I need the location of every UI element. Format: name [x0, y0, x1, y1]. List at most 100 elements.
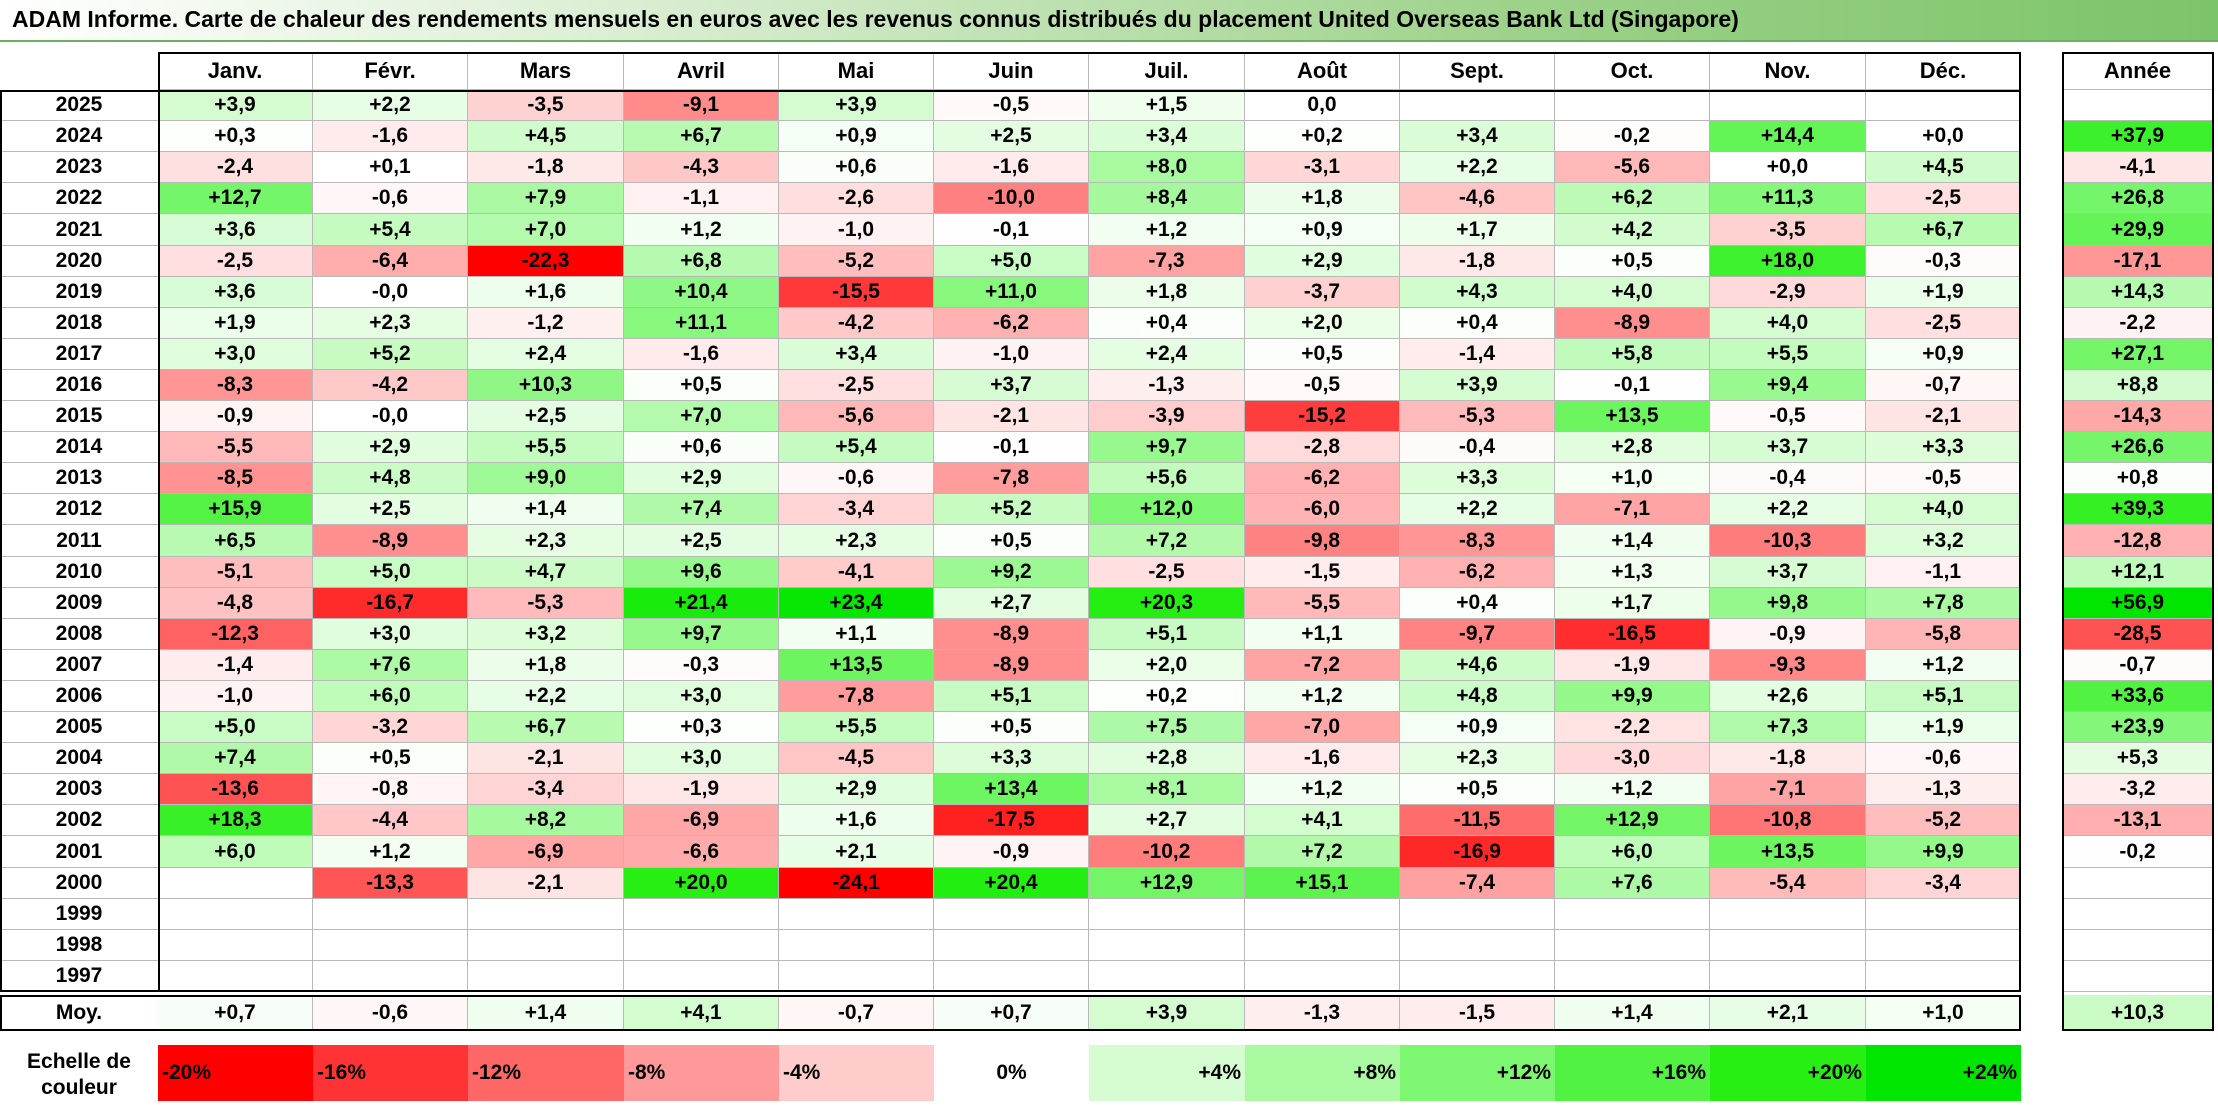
month-header: Oct. [1555, 52, 1710, 90]
heatmap-cell [934, 961, 1089, 992]
heatmap-cell: -10,8 [1710, 805, 1866, 836]
heatmap-cell: -2,1 [1866, 401, 2021, 432]
heatmap-cell: -9,1 [624, 90, 779, 121]
year-label: 1998 [0, 930, 158, 961]
heatmap-cell: -3,4 [468, 774, 624, 805]
heatmap-cell: -6,4 [313, 246, 468, 277]
heatmap-cell: +11,1 [624, 308, 779, 339]
heatmap-cell: -0,0 [313, 277, 468, 308]
heatmap-cell: -0,6 [779, 463, 934, 494]
heatmap-cell [1089, 930, 1245, 961]
heatmap-cell: -2,4 [158, 152, 313, 183]
heatmap-cell: -16,5 [1555, 619, 1710, 650]
heatmap-cell: +1,3 [1555, 557, 1710, 588]
annual-cell: +26,8 [2062, 183, 2214, 214]
year-label: 2022 [0, 183, 158, 214]
heatmap-cell: -13,3 [313, 868, 468, 899]
heatmap-cell [313, 930, 468, 961]
heatmap-cell: -0,6 [313, 183, 468, 214]
heatmap-cell [624, 961, 779, 992]
heatmap-cell: +1,4 [1555, 525, 1710, 557]
heatmap-cell: +14,4 [1710, 121, 1866, 152]
annual-cell [2062, 90, 2214, 121]
heatmap-cell: +5,0 [934, 246, 1089, 277]
heatmap-cell: -1,3 [1866, 774, 2021, 805]
heatmap-cell: +6,0 [158, 836, 313, 868]
heatmap-cell: +5,6 [1089, 463, 1245, 494]
annual-cell: +37,9 [2062, 121, 2214, 152]
heatmap-cell: -5,6 [779, 401, 934, 432]
heatmap-cell: +1,2 [1089, 214, 1245, 246]
annual-cell: +0,8 [2062, 463, 2214, 494]
heatmap-cell: +8,2 [468, 805, 624, 836]
year-label: 2015 [0, 401, 158, 432]
heatmap-cell: +4,0 [1555, 277, 1710, 308]
annual-cell: +29,9 [2062, 214, 2214, 246]
heatmap-cell: +3,3 [1866, 432, 2021, 463]
heatmap-cell: +3,0 [624, 743, 779, 774]
annual-cell: -17,1 [2062, 246, 2214, 277]
heatmap-cell: +7,0 [468, 214, 624, 246]
heatmap-cell: -0,7 [1866, 370, 2021, 401]
color-scale-swatch: -16% [313, 1045, 468, 1101]
color-scale-swatch: -20% [158, 1045, 313, 1101]
year-label: 2000 [0, 868, 158, 899]
heatmap-cell: -5,5 [158, 432, 313, 463]
year-label: 2006 [0, 681, 158, 712]
heatmap-cell: +3,4 [779, 339, 934, 370]
heatmap-cell: +5,1 [1089, 619, 1245, 650]
year-label: 2019 [0, 277, 158, 308]
heatmap-cell: +0,5 [624, 370, 779, 401]
heatmap-cell: +3,9 [1400, 370, 1555, 401]
heatmap-cell: -5,4 [1710, 868, 1866, 899]
heatmap-cell: +7,3 [1710, 712, 1866, 743]
heatmap-cell: +3,7 [934, 370, 1089, 401]
heatmap-cell [779, 930, 934, 961]
heatmap-cell: +3,6 [158, 214, 313, 246]
heatmap-cell: +12,7 [158, 183, 313, 214]
heatmap-cell [1089, 961, 1245, 992]
month-header: Avril [624, 52, 779, 90]
heatmap-cell: +5,8 [1555, 339, 1710, 370]
heatmap-cell: +5,2 [313, 339, 468, 370]
heatmap-cell: +7,2 [1245, 836, 1400, 868]
heatmap-cell: +2,2 [1710, 494, 1866, 525]
heatmap-cell: -9,7 [1400, 619, 1555, 650]
heatmap-cell: +1,9 [158, 308, 313, 339]
year-label: 1999 [0, 899, 158, 930]
heatmap-cell: -0,2 [1555, 121, 1710, 152]
heatmap-cell: -8,9 [1555, 308, 1710, 339]
heatmap-cell: -1,8 [1400, 246, 1555, 277]
annual-cell [2062, 961, 2214, 992]
annual-cell: +27,1 [2062, 339, 2214, 370]
heatmap-cell [158, 930, 313, 961]
heatmap-cell: -5,6 [1555, 152, 1710, 183]
heatmap-cell [1710, 961, 1866, 992]
heatmap-cell [1245, 930, 1400, 961]
heatmap-cell: -5,3 [1400, 401, 1555, 432]
heatmap-cell: +6,7 [624, 121, 779, 152]
heatmap-cell: +3,2 [468, 619, 624, 650]
heatmap-cell: +0,5 [313, 743, 468, 774]
heatmap-cell: +0,2 [1089, 681, 1245, 712]
heatmap-cell: +5,5 [468, 432, 624, 463]
heatmap-cell: +8,1 [1089, 774, 1245, 805]
heatmap-cell: +1,7 [1400, 214, 1555, 246]
color-scale-swatch: +4% [1089, 1045, 1245, 1101]
month-header: Juin [934, 52, 1089, 90]
heatmap-cell: -9,8 [1245, 525, 1400, 557]
heatmap-cell: -24,1 [779, 868, 934, 899]
heatmap-cell [468, 930, 624, 961]
heatmap-cell: +2,5 [468, 401, 624, 432]
heatmap-cell [1866, 899, 2021, 930]
heatmap-cell: -6,6 [624, 836, 779, 868]
heatmap-cell: +11,0 [934, 277, 1089, 308]
heatmap-cell: +12,9 [1555, 805, 1710, 836]
annual-cell: -14,3 [2062, 401, 2214, 432]
year-label: 2011 [0, 525, 158, 557]
heatmap-cell: -0,1 [934, 432, 1089, 463]
heatmap-cell: -1,4 [1400, 339, 1555, 370]
average-cell: +4,1 [624, 995, 779, 1031]
heatmap-cell: +3,4 [1089, 121, 1245, 152]
month-header: Mars [468, 52, 624, 90]
